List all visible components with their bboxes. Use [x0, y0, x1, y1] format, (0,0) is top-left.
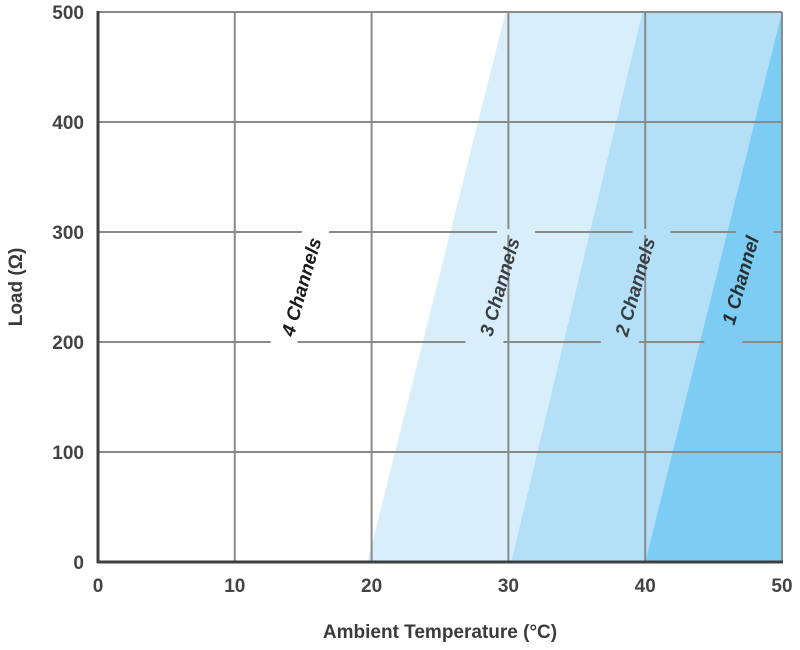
grid-gap-3-300 [735, 229, 774, 235]
grid-gap-2-300 [632, 229, 671, 235]
grid-gap-1-200 [465, 339, 504, 345]
grid-gap-1-300 [496, 229, 535, 235]
axes [96, 11, 783, 564]
y-tick-label-2: 200 [52, 333, 84, 354]
y-tick-label-1: 100 [52, 443, 84, 464]
y-tick-label-5: 500 [52, 3, 84, 24]
region-band-3 [645, 12, 782, 562]
region-label-bg-1 [270, 223, 330, 350]
x-axis-title: Ambient Temperature (°C) [323, 622, 557, 643]
y-tick-label-3: 300 [52, 223, 84, 244]
y-tick-label-0: 0 [73, 553, 84, 574]
grid-gap-2-200 [600, 339, 639, 345]
x-tick-label-5: 50 [771, 576, 792, 597]
grid-lines [98, 11, 783, 562]
x-tick-label-2: 20 [361, 576, 382, 597]
y-axis-title: Load (Ω) [6, 248, 27, 327]
region-label-1: 4 Channels [278, 236, 326, 340]
x-tick-label-4: 40 [635, 576, 656, 597]
x-tick-label-3: 30 [498, 576, 519, 597]
region-band-1 [367, 12, 643, 562]
y-tick-label-4: 400 [52, 113, 84, 134]
region-band-2 [511, 12, 782, 562]
x-tick-label-1: 10 [224, 576, 245, 597]
grid-gap-3-200 [704, 339, 743, 345]
x-tick-label-0: 0 [93, 576, 104, 597]
region-label-group-1: 4 Channels [270, 223, 330, 350]
region-bands [367, 12, 782, 562]
